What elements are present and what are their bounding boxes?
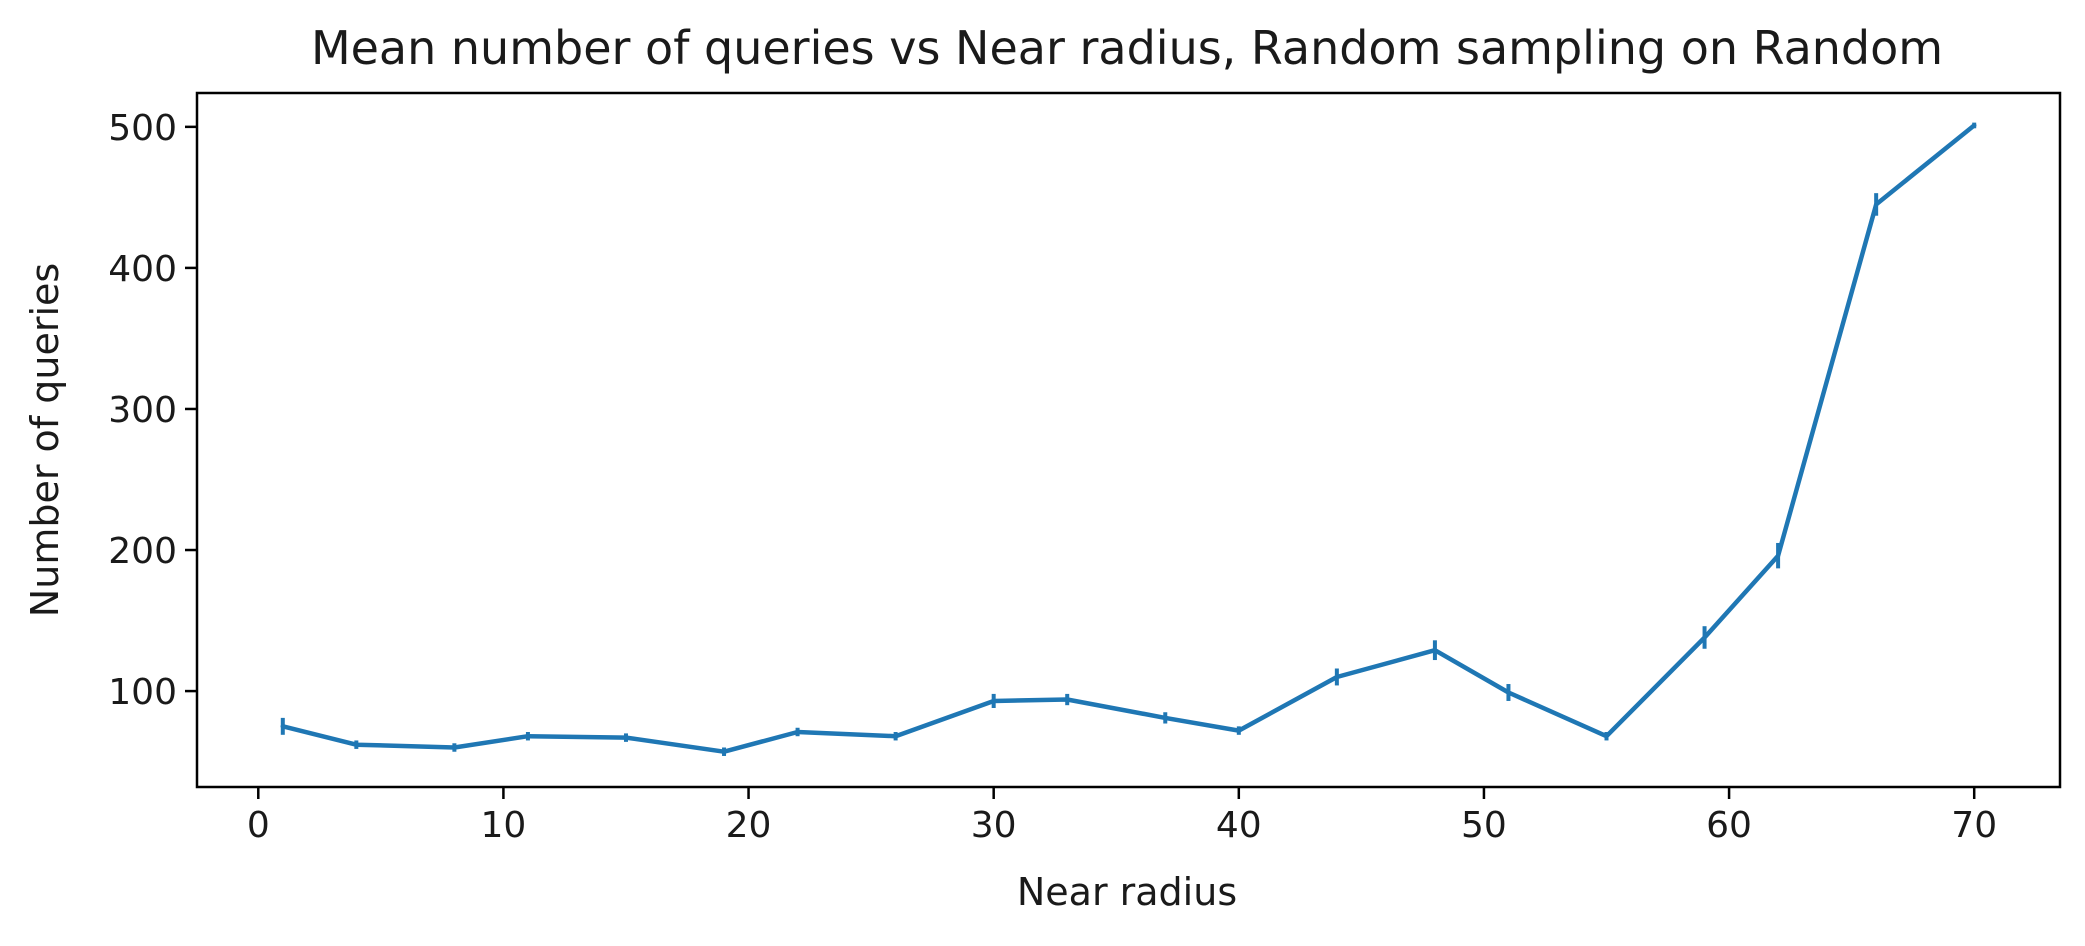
y-tick-label: 200	[108, 531, 177, 572]
axes	[195, 91, 2062, 789]
y-axis-label: Number of queries	[23, 263, 67, 617]
x-tick-label: 0	[247, 805, 270, 846]
x-axis-label: Near radius	[1017, 870, 1237, 914]
x-tick-label: 40	[1216, 805, 1262, 846]
x-tick-label: 30	[971, 805, 1017, 846]
data-series	[280, 122, 1977, 756]
plot-frame	[195, 91, 2062, 789]
x-tick-label: 50	[1461, 805, 1507, 846]
ticks: 0 10 20 30 40 50 60 70 100 200 300 400 500	[108, 108, 1997, 846]
x-tick-label: 10	[481, 805, 527, 846]
x-tick-label: 70	[1951, 805, 1997, 846]
y-tick-label: 100	[108, 672, 177, 713]
chart-title: Mean number of queries vs Near radius, R…	[311, 21, 1943, 75]
x-tick-label: 20	[726, 805, 772, 846]
y-tick-label: 500	[108, 108, 177, 149]
y-tick-label: 400	[108, 249, 177, 290]
x-tick-label: 60	[1706, 805, 1752, 846]
y-tick-label: 300	[108, 390, 177, 431]
series-line	[280, 123, 1977, 754]
